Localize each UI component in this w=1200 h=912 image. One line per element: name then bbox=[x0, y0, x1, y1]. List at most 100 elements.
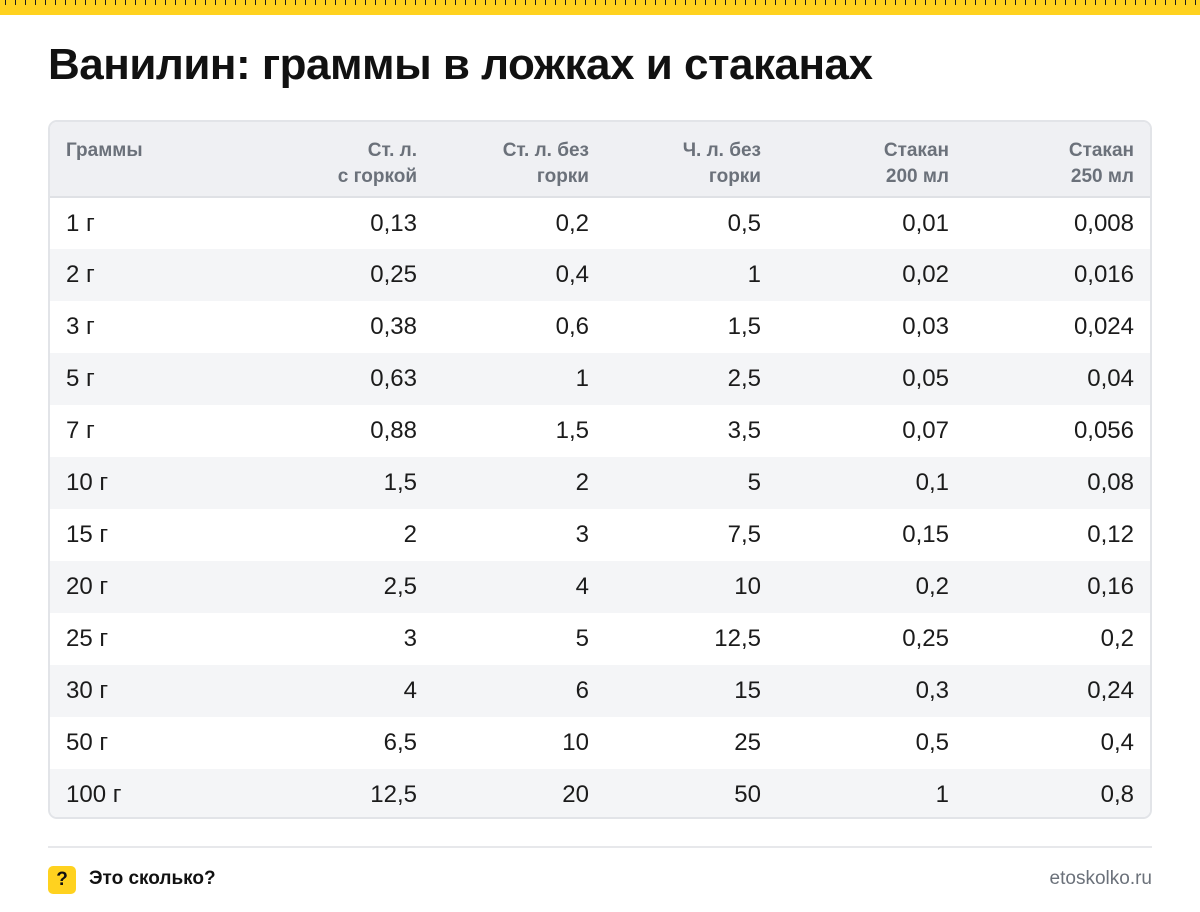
conversion-table: Граммы Ст. л. с горкой Ст. л. без горки Ч. л.… bbox=[50, 122, 1150, 817]
measure-cell: 0,2 bbox=[555, 209, 589, 237]
column-header-line: горки bbox=[708, 166, 761, 187]
conversion-table-card: Граммы Ст. л. с горкой Ст. л. без горки Ч. л.… bbox=[48, 120, 1152, 819]
measure-cell: 0,056 bbox=[1073, 417, 1134, 444]
measure-cell: 7,5 bbox=[727, 521, 761, 548]
measure-cell: 0,008 bbox=[1073, 209, 1134, 237]
measure-cell: 6 bbox=[575, 677, 589, 704]
column-header-line: 250 мл bbox=[1070, 166, 1134, 187]
measure-cell: 2 bbox=[403, 521, 417, 548]
measure-cell: 5 bbox=[747, 469, 761, 496]
measure-cell: 0,8 bbox=[1100, 781, 1134, 808]
column-header: Ч. л. без горки bbox=[589, 122, 761, 197]
measure-cell: 0,08 bbox=[1087, 469, 1134, 496]
column-header-line: Ст. л. без bbox=[502, 140, 589, 161]
grams-cell: 1 г bbox=[66, 209, 95, 237]
measure-cell: 0,25 bbox=[902, 625, 949, 652]
measure-cell: 2,5 bbox=[727, 365, 761, 392]
measure-cell: 10 bbox=[562, 729, 589, 756]
measure-cell: 25 bbox=[734, 729, 761, 756]
measure-cell: 1,5 bbox=[383, 469, 417, 496]
measure-cell: 2 bbox=[575, 469, 589, 496]
column-header-line: Ч. л. без bbox=[682, 140, 761, 161]
grams-cell: 100 г bbox=[66, 781, 122, 808]
grams-cell: 25 г bbox=[66, 625, 109, 652]
measure-cell: 15 bbox=[734, 677, 761, 704]
measure-cell: 0,24 bbox=[1087, 677, 1134, 704]
grams-cell: 7 г bbox=[66, 417, 95, 444]
measure-cell: 0,63 bbox=[370, 365, 417, 392]
column-header: Стакан 250 мл bbox=[949, 122, 1150, 197]
column-header-line: 200 мл bbox=[885, 166, 949, 187]
brand-name: Это сколько? bbox=[89, 868, 216, 889]
column-header: Граммы bbox=[50, 122, 247, 197]
measure-cell: 3 bbox=[403, 625, 417, 652]
table-row: 15 г 2 3 7,5 0,15 0,12 bbox=[50, 509, 1150, 561]
column-header-line: Граммы bbox=[66, 140, 143, 161]
measure-cell: 0,13 bbox=[370, 209, 417, 237]
measure-cell: 0,5 bbox=[915, 729, 949, 756]
measure-cell: 0,03 bbox=[902, 313, 949, 340]
column-header: Стакан 200 мл bbox=[761, 122, 949, 197]
measure-cell: 0,6 bbox=[555, 313, 589, 340]
measure-cell: 0,25 bbox=[370, 261, 417, 288]
measure-cell: 2,5 bbox=[383, 573, 417, 600]
measure-cell: 1 bbox=[935, 781, 949, 808]
table-row: 30 г 4 6 15 0,3 0,24 bbox=[50, 665, 1150, 717]
measure-cell: 12,5 bbox=[714, 625, 761, 652]
measure-cell: 0,38 bbox=[370, 313, 417, 340]
measure-cell: 50 bbox=[734, 781, 761, 808]
grams-cell: 50 г bbox=[66, 729, 109, 756]
column-header-line: Ст. л. bbox=[367, 140, 417, 161]
grams-cell: 30 г bbox=[66, 677, 109, 704]
grams-cell: 10 г bbox=[66, 469, 109, 496]
measure-cell: 5 bbox=[575, 625, 589, 652]
table-row: 10 г 1,5 2 5 0,1 0,08 bbox=[50, 457, 1150, 509]
measure-cell: 0,05 bbox=[902, 365, 949, 392]
measure-cell: 10 bbox=[734, 573, 761, 600]
table-header-row: Граммы Ст. л. с горкой Ст. л. без горки Ч. л.… bbox=[50, 122, 1150, 197]
measure-cell: 1,5 bbox=[727, 313, 761, 340]
measure-cell: 1 bbox=[575, 365, 589, 392]
measure-cell: 4 bbox=[575, 573, 589, 600]
measure-cell: 12,5 bbox=[370, 781, 417, 808]
measure-cell: 0,01 bbox=[902, 209, 949, 237]
measure-cell: 6,5 bbox=[383, 729, 417, 756]
measure-cell: 0,12 bbox=[1087, 521, 1134, 548]
measure-cell: 0,5 bbox=[727, 209, 761, 237]
column-header-line: Стакан bbox=[883, 140, 949, 161]
measure-cell: 0,02 bbox=[902, 261, 949, 288]
table-row: 20 г 2,5 4 10 0,2 0,16 bbox=[50, 561, 1150, 613]
measure-cell: 0,07 bbox=[902, 417, 949, 444]
measure-cell: 0,016 bbox=[1073, 261, 1134, 288]
measure-cell: 1 bbox=[747, 261, 761, 288]
table-row: 3 г 0,38 0,6 1,5 0,03 0,024 bbox=[50, 301, 1150, 353]
table-row: 25 г 3 5 12,5 0,25 0,2 bbox=[50, 613, 1150, 665]
grams-cell: 20 г bbox=[66, 573, 109, 600]
site-url[interactable]: etoskolko.ru bbox=[1049, 868, 1152, 889]
column-header: Ст. л. с горкой bbox=[247, 122, 417, 197]
page-title: Ванилин: граммы в ложках и стаканах bbox=[48, 40, 873, 89]
measure-cell: 0,3 bbox=[915, 677, 949, 704]
table-body: 1 г 0,13 0,2 0,5 0,01 0,008 2 г 0,25 0,4 1 0,02 0,0… bbox=[50, 197, 1150, 817]
measure-cell: 0,4 bbox=[1100, 729, 1134, 756]
measure-cell: 0,2 bbox=[915, 573, 949, 600]
measure-cell: 4 bbox=[403, 677, 417, 704]
measure-cell: 0,1 bbox=[915, 469, 949, 496]
column-header: Ст. л. без горки bbox=[417, 122, 589, 197]
grams-cell: 2 г bbox=[66, 261, 95, 288]
measure-cell: 0,4 bbox=[555, 261, 589, 288]
measure-cell: 0,16 bbox=[1087, 573, 1134, 600]
measure-cell: 20 bbox=[562, 781, 589, 808]
table-row: 5 г 0,63 1 2,5 0,05 0,04 bbox=[50, 353, 1150, 405]
measure-cell: 0,15 bbox=[902, 521, 949, 548]
table-row: 2 г 0,25 0,4 1 0,02 0,016 bbox=[50, 249, 1150, 301]
measure-cell: 3,5 bbox=[727, 417, 761, 444]
table-row: 7 г 0,88 1,5 3,5 0,07 0,056 bbox=[50, 405, 1150, 457]
table-row: 100 г 12,5 20 50 1 0,8 bbox=[50, 769, 1150, 817]
grams-cell: 3 г bbox=[66, 313, 95, 340]
measure-cell: 0,024 bbox=[1073, 313, 1134, 340]
column-header-line: горки bbox=[536, 166, 589, 187]
measure-cell: 1,5 bbox=[555, 417, 589, 444]
table-row: 50 г 6,5 10 25 0,5 0,4 bbox=[50, 717, 1150, 769]
question-mark-logo-icon: ? bbox=[48, 866, 76, 894]
